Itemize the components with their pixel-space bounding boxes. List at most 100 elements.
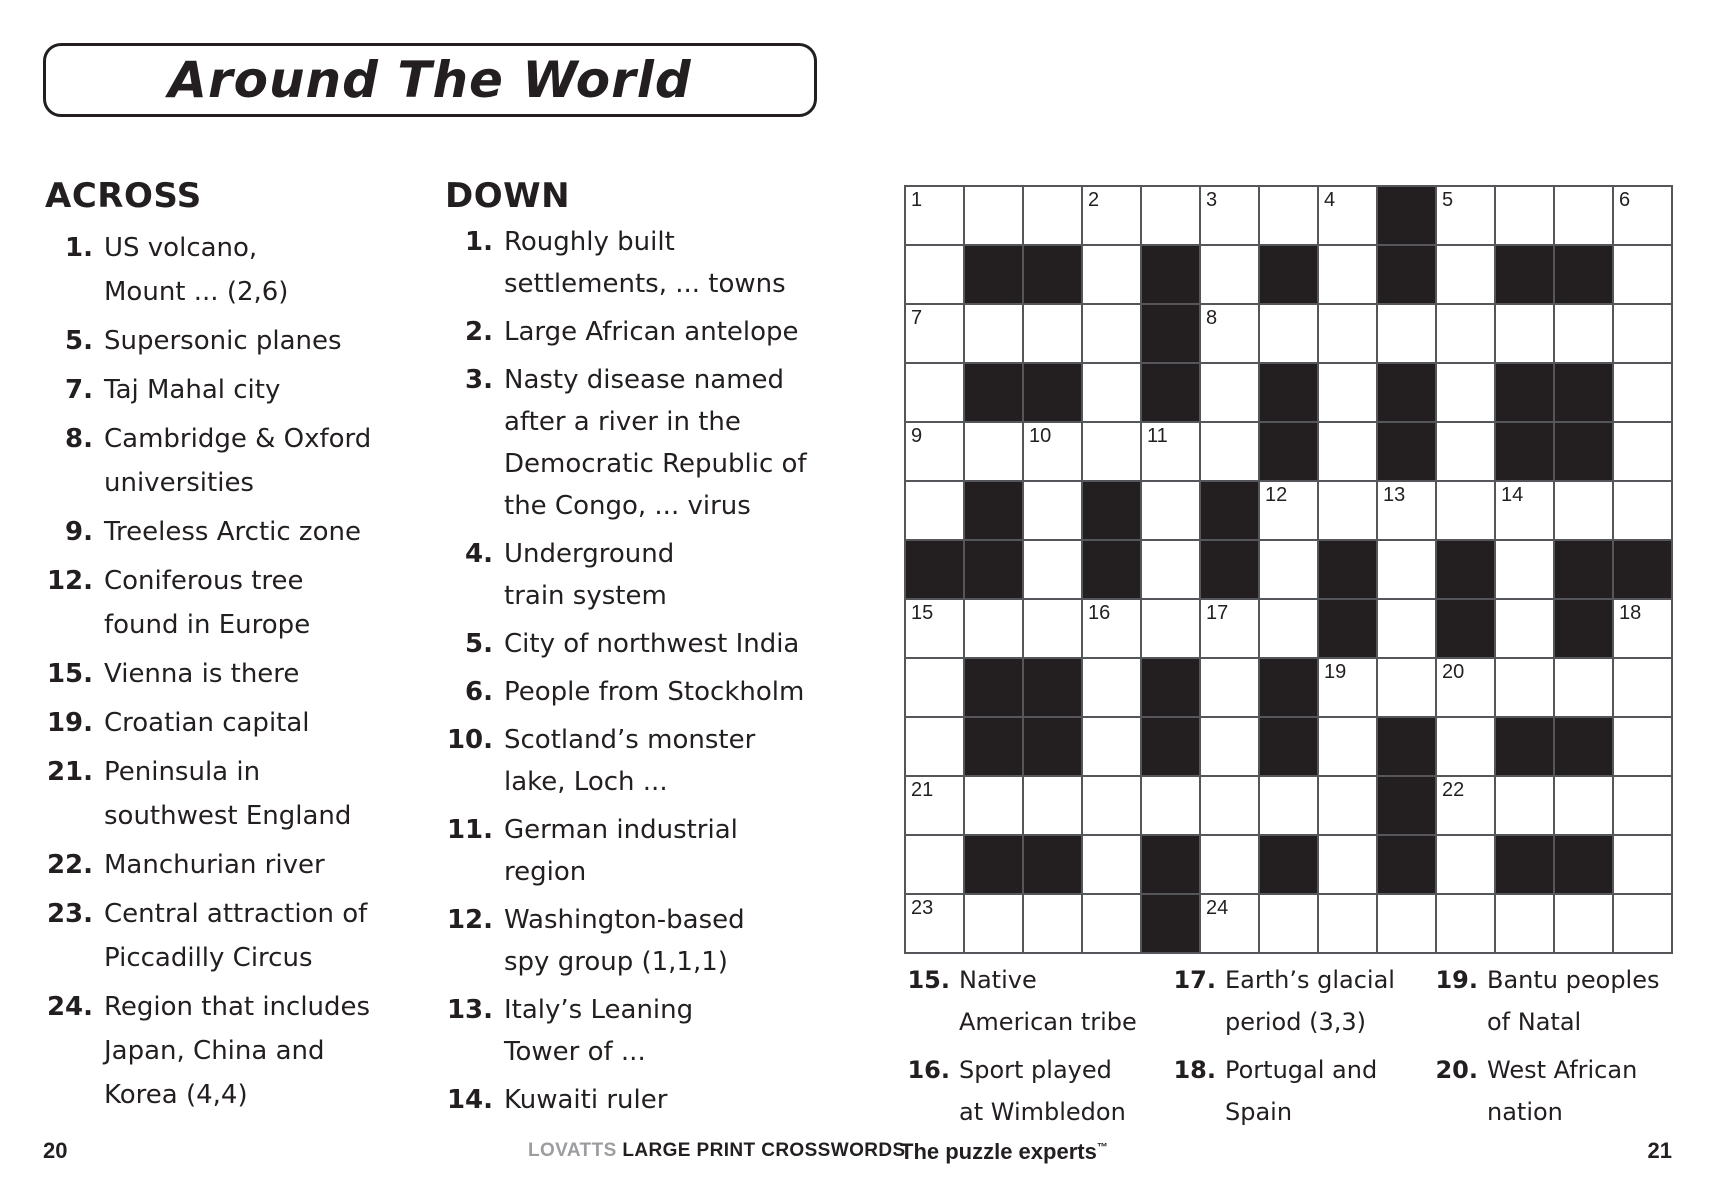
- white-cell[interactable]: [1614, 836, 1673, 895]
- white-cell[interactable]: [1260, 187, 1319, 246]
- white-cell[interactable]: [965, 895, 1024, 954]
- white-cell[interactable]: [1437, 482, 1496, 541]
- white-cell[interactable]: [1378, 541, 1437, 600]
- white-cell[interactable]: [906, 659, 965, 718]
- white-cell[interactable]: [1496, 305, 1555, 364]
- white-cell[interactable]: 7: [906, 305, 965, 364]
- white-cell[interactable]: [1142, 482, 1201, 541]
- white-cell[interactable]: [1555, 482, 1614, 541]
- white-cell[interactable]: [1319, 364, 1378, 423]
- white-cell[interactable]: [1083, 718, 1142, 777]
- white-cell[interactable]: [1083, 777, 1142, 836]
- white-cell[interactable]: 22: [1437, 777, 1496, 836]
- white-cell[interactable]: 6: [1614, 187, 1673, 246]
- white-cell[interactable]: [1201, 836, 1260, 895]
- white-cell[interactable]: [1024, 482, 1083, 541]
- white-cell[interactable]: [965, 423, 1024, 482]
- white-cell[interactable]: 3: [1201, 187, 1260, 246]
- white-cell[interactable]: [1083, 364, 1142, 423]
- white-cell[interactable]: 18: [1614, 600, 1673, 659]
- white-cell[interactable]: [1260, 895, 1319, 954]
- white-cell[interactable]: [1024, 305, 1083, 364]
- white-cell[interactable]: 11: [1142, 423, 1201, 482]
- white-cell[interactable]: 9: [906, 423, 965, 482]
- white-cell[interactable]: [1378, 600, 1437, 659]
- white-cell[interactable]: [1614, 482, 1673, 541]
- white-cell[interactable]: 10: [1024, 423, 1083, 482]
- white-cell[interactable]: [1142, 541, 1201, 600]
- white-cell[interactable]: 15: [906, 600, 965, 659]
- white-cell[interactable]: [1437, 718, 1496, 777]
- white-cell[interactable]: [1614, 659, 1673, 718]
- white-cell[interactable]: [1142, 777, 1201, 836]
- white-cell[interactable]: [1496, 187, 1555, 246]
- white-cell[interactable]: [1496, 895, 1555, 954]
- white-cell[interactable]: [1024, 541, 1083, 600]
- white-cell[interactable]: 14: [1496, 482, 1555, 541]
- white-cell[interactable]: 21: [906, 777, 965, 836]
- white-cell[interactable]: 1: [906, 187, 965, 246]
- white-cell[interactable]: [1319, 836, 1378, 895]
- white-cell[interactable]: [1083, 659, 1142, 718]
- white-cell[interactable]: [1555, 777, 1614, 836]
- white-cell[interactable]: 20: [1437, 659, 1496, 718]
- white-cell[interactable]: 24: [1201, 895, 1260, 954]
- white-cell[interactable]: [1024, 600, 1083, 659]
- white-cell[interactable]: [906, 836, 965, 895]
- white-cell[interactable]: 19: [1319, 659, 1378, 718]
- white-cell[interactable]: [906, 246, 965, 305]
- white-cell[interactable]: [1555, 895, 1614, 954]
- white-cell[interactable]: [1437, 364, 1496, 423]
- white-cell[interactable]: [1496, 659, 1555, 718]
- white-cell[interactable]: [1083, 246, 1142, 305]
- white-cell[interactable]: [1378, 659, 1437, 718]
- white-cell[interactable]: [1496, 777, 1555, 836]
- white-cell[interactable]: [1437, 305, 1496, 364]
- white-cell[interactable]: [1437, 895, 1496, 954]
- white-cell[interactable]: [1260, 305, 1319, 364]
- white-cell[interactable]: [1024, 187, 1083, 246]
- white-cell[interactable]: 17: [1201, 600, 1260, 659]
- white-cell[interactable]: [1201, 659, 1260, 718]
- white-cell[interactable]: [906, 364, 965, 423]
- white-cell[interactable]: [1614, 718, 1673, 777]
- white-cell[interactable]: [1319, 718, 1378, 777]
- white-cell[interactable]: [1142, 187, 1201, 246]
- white-cell[interactable]: [1614, 777, 1673, 836]
- white-cell[interactable]: [1555, 659, 1614, 718]
- white-cell[interactable]: [965, 187, 1024, 246]
- white-cell[interactable]: [965, 777, 1024, 836]
- white-cell[interactable]: [965, 305, 1024, 364]
- white-cell[interactable]: [1201, 423, 1260, 482]
- white-cell[interactable]: [1201, 364, 1260, 423]
- white-cell[interactable]: [1614, 423, 1673, 482]
- white-cell[interactable]: [1319, 423, 1378, 482]
- white-cell[interactable]: [1614, 364, 1673, 423]
- white-cell[interactable]: [1260, 600, 1319, 659]
- white-cell[interactable]: 12: [1260, 482, 1319, 541]
- white-cell[interactable]: [1437, 246, 1496, 305]
- white-cell[interactable]: 16: [1083, 600, 1142, 659]
- white-cell[interactable]: [906, 482, 965, 541]
- white-cell[interactable]: [1083, 836, 1142, 895]
- white-cell[interactable]: [1319, 777, 1378, 836]
- white-cell[interactable]: [1024, 895, 1083, 954]
- white-cell[interactable]: 13: [1378, 482, 1437, 541]
- white-cell[interactable]: [1555, 305, 1614, 364]
- white-cell[interactable]: 4: [1319, 187, 1378, 246]
- white-cell[interactable]: [1201, 246, 1260, 305]
- white-cell[interactable]: [1614, 246, 1673, 305]
- white-cell[interactable]: [1024, 777, 1083, 836]
- white-cell[interactable]: [1201, 777, 1260, 836]
- white-cell[interactable]: [1378, 305, 1437, 364]
- white-cell[interactable]: [1260, 777, 1319, 836]
- white-cell[interactable]: [1614, 895, 1673, 954]
- white-cell[interactable]: [1319, 305, 1378, 364]
- white-cell[interactable]: [1378, 895, 1437, 954]
- white-cell[interactable]: [1319, 482, 1378, 541]
- white-cell[interactable]: 23: [906, 895, 965, 954]
- white-cell[interactable]: [906, 718, 965, 777]
- white-cell[interactable]: [1083, 895, 1142, 954]
- white-cell[interactable]: [1496, 600, 1555, 659]
- white-cell[interactable]: 8: [1201, 305, 1260, 364]
